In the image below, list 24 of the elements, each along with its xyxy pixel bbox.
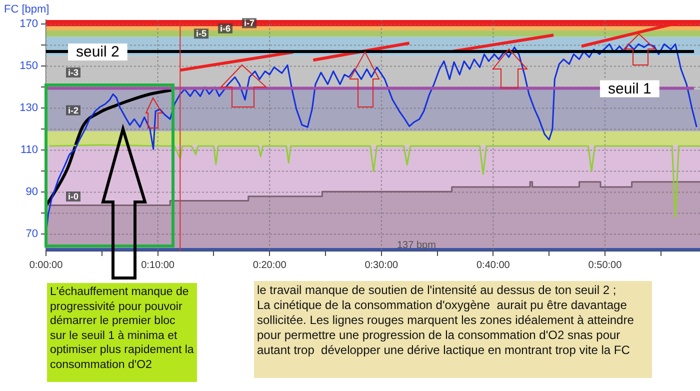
text: L'échauffement manque de progressivité pour pouvoir démarrer le premier bloc sur le seuil 1 à minima et optimiser plus rapidement la consommation d'O2 bbox=[47, 283, 197, 382]
band-label: i-7 bbox=[244, 18, 255, 28]
x-tick-label: 0:40:00 bbox=[476, 260, 510, 271]
x-tick-label: 0:50:00 bbox=[588, 260, 622, 271]
band-label: i-0 bbox=[68, 191, 79, 202]
ref-line-label: seuil 2 bbox=[76, 44, 120, 61]
text: le travail manque de soutien de l'intensité au dessus de ton seuil 2 ; La cinétique de la consommation d'oxygène aurait pu être davantage sollicitée. Les lignes rouges marquent les zones idéalement à atteindre pour permettre une progression de la consommation d'O2 snas pour autant trop développer une dérive lactique en montrant trop vite la FC bbox=[254, 281, 652, 378]
band-label: i-6 bbox=[220, 23, 231, 34]
band-label: i-5 bbox=[196, 28, 207, 39]
x-tick-label: 0:10:00 bbox=[141, 260, 175, 271]
x-tick-label: 0:00:00 bbox=[29, 260, 64, 271]
x-tick-label: 0:20:00 bbox=[252, 260, 287, 271]
annotation: 137 bpm bbox=[397, 240, 436, 251]
y-axis-title: FC [bpm] bbox=[4, 4, 50, 16]
ref-line-label: seuil 1 bbox=[608, 80, 652, 98]
band-label: i-3 bbox=[68, 67, 79, 78]
y-tick-label: 70 bbox=[26, 228, 38, 240]
y-tick-label: 170 bbox=[20, 18, 38, 30]
y-tick-label: 110 bbox=[20, 144, 38, 156]
y-tick-label: 130 bbox=[20, 102, 38, 114]
y-tick-label: 90 bbox=[26, 186, 38, 198]
y-tick-label: 150 bbox=[20, 60, 38, 72]
x-tick-label: 0:30:00 bbox=[364, 260, 398, 271]
band-label: i-2 bbox=[68, 105, 79, 116]
